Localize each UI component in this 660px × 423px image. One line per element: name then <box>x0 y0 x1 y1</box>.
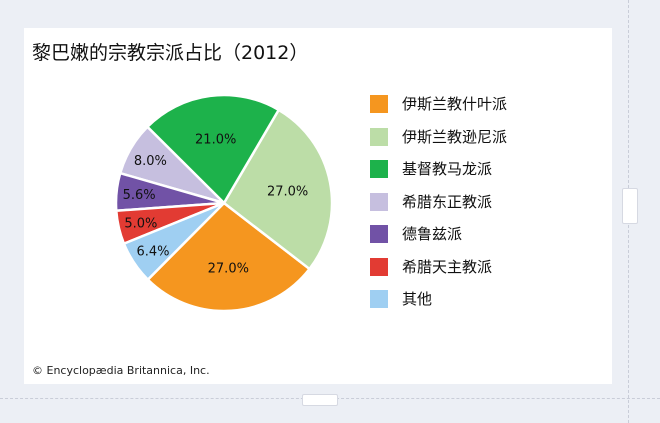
legend-label: 伊斯兰教逊尼派 <box>402 127 508 146</box>
legend-item-2: 基督教马龙派 <box>370 157 590 181</box>
legend-label: 德鲁兹派 <box>402 225 463 243</box>
legend-swatch <box>370 95 388 113</box>
slice-label-6: 6.4% <box>136 244 169 259</box>
legend-label: 希腊东正教派 <box>402 192 493 211</box>
legend-swatch <box>370 257 388 276</box>
legend-swatch <box>370 192 388 211</box>
slice-label-1: 27.0% <box>267 185 308 200</box>
slice-label-5: 5.0% <box>124 216 157 231</box>
legend-item-4: 德鲁兹派 <box>370 222 590 246</box>
legend-item-0: 伊斯兰教什叶派 <box>370 92 590 116</box>
legend-label: 基督教马龙派 <box>402 160 493 178</box>
slice-label-4: 5.6% <box>123 188 156 203</box>
slice-label-3: 8.0% <box>134 154 167 169</box>
resize-handle-bottom[interactable] <box>302 394 338 406</box>
pie-slice-6 <box>122 201 225 282</box>
chart-title: 黎巴嫩的宗教宗派占比（2012） <box>32 42 309 64</box>
legend-swatch <box>370 160 388 178</box>
slice-label-0: 27.0% <box>208 262 249 277</box>
legend-swatch <box>370 127 388 146</box>
legend-label: 伊斯兰教什叶派 <box>402 95 508 113</box>
copyright-credit: © Encyclopædia Britannica, Inc. <box>32 364 210 377</box>
legend-item-6: 其他 <box>370 287 590 311</box>
pie-slice-0 <box>146 201 312 313</box>
legend-swatch <box>370 225 388 243</box>
legend-label: 希腊天主教派 <box>402 257 493 276</box>
resize-handle-right[interactable] <box>622 188 638 224</box>
legend-item-3: 希腊东正教派 <box>370 190 590 214</box>
legend-item-5: 希腊天主教派 <box>370 255 590 279</box>
legend-swatch <box>370 290 388 308</box>
pie-slice-1 <box>222 108 334 271</box>
pie-slice-2 <box>145 93 281 206</box>
slice-label-2: 21.0% <box>195 133 236 148</box>
legend-label: 其他 <box>402 290 433 308</box>
chart-legend: 伊斯兰教什叶派 伊斯兰教逊尼派 基督教马龙派 希腊东正教派 德鲁兹派希腊天主教派 其他 <box>370 92 590 322</box>
legend-item-1: 伊斯兰教逊尼派 <box>370 125 590 149</box>
